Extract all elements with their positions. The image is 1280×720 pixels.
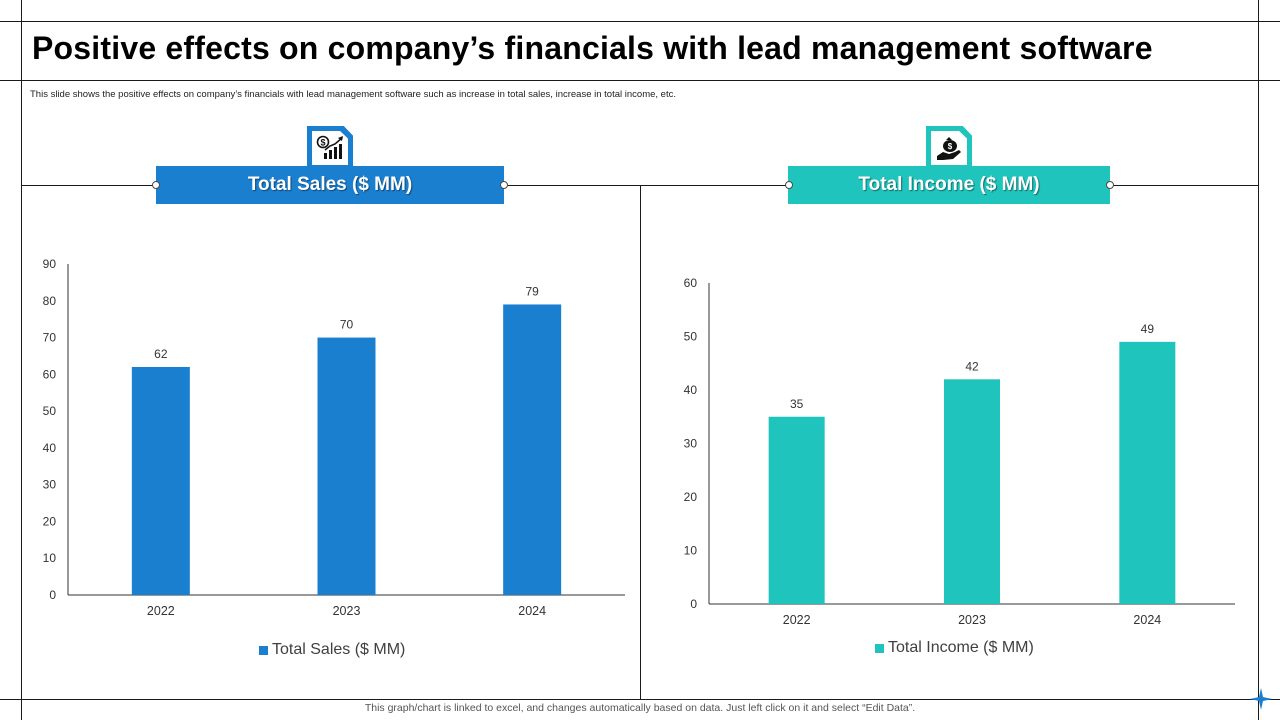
income-heading-banner: Total Income ($ MM): [788, 166, 1110, 204]
income-banner-left-dot: [785, 181, 793, 189]
sales-y-tick-label: 20: [43, 514, 57, 528]
income-x-tick-label: 2024: [1133, 613, 1161, 627]
income-y-tick-label: 40: [684, 383, 698, 397]
sales-bar-chart: 0 10 20 30 40 50 60 70 80 90 62 2022 70 2023 79 2024: [43, 257, 625, 618]
page-title: Positive effects on company’s financials…: [32, 30, 1153, 66]
income-banner-right-dot: [1106, 181, 1114, 189]
income-y-tick-label: 60: [684, 276, 698, 290]
sales-data-label: 79: [525, 284, 539, 298]
sales-data-label: 70: [340, 318, 354, 332]
income-y-tick-label: 50: [684, 330, 698, 344]
sales-y-tick-label: 0: [49, 588, 56, 602]
sales-heading-text: Total Sales ($ MM): [247, 174, 413, 195]
sales-bar-2024: [503, 304, 562, 595]
panel-divider-vertical: [640, 185, 641, 700]
sales-legend-label: Total Sales ($ MM): [272, 641, 406, 658]
income-heading-text: Total Income ($ MM): [858, 174, 1040, 195]
sales-banner-right-dot: [500, 181, 508, 189]
income-x-tick-label: 2023: [958, 613, 986, 627]
income-bar-chart: 0 10 20 30 40 50 60 35 2022 42 2023 49 2024: [684, 276, 1235, 627]
sales-banner-left-dot: [152, 181, 160, 189]
sales-y-tick-label: 50: [43, 404, 57, 418]
sales-x-tick-label: 2024: [518, 604, 546, 618]
frame-top-line: [0, 21, 1280, 22]
sales-y-tick-label: 90: [43, 257, 57, 271]
income-y-tick-label: 20: [684, 490, 698, 504]
income-y-tick-label: 30: [684, 437, 698, 451]
income-legend-swatch: [875, 643, 884, 653]
svg-text:$: $: [948, 142, 953, 151]
sales-x-tick-label: 2023: [333, 604, 361, 618]
dollar-chart-icon: $: [316, 135, 343, 159]
frame-left-line: [21, 0, 22, 720]
income-data-label: 35: [790, 397, 804, 411]
sales-bar-2022: [131, 366, 190, 595]
footer-note: This graph/chart is linked to excel, and…: [364, 702, 916, 714]
income-data-label: 49: [1141, 322, 1155, 336]
money-bag-hand-icon: $: [937, 137, 961, 160]
income-data-label: 42: [965, 359, 979, 373]
page-subtitle: This slide shows the positive effects on…: [30, 89, 676, 100]
sales-legend-swatch: [259, 645, 268, 655]
sales-heading-banner: Total Sales ($ MM): [156, 166, 504, 204]
income-legend-label: Total Income ($ MM): [888, 639, 1034, 656]
svg-text:$: $: [320, 138, 325, 148]
sales-y-tick-label: 80: [43, 294, 57, 308]
frame-title-underline: [0, 80, 1280, 81]
income-x-tick-label: 2022: [783, 613, 811, 627]
sales-bar-2023: [317, 337, 376, 595]
income-icon-badge: $: [926, 126, 972, 170]
income-legend: Total Income ($ MM): [875, 639, 1034, 657]
income-y-tick-label: 10: [684, 544, 698, 558]
sales-y-tick-label: 40: [43, 441, 57, 455]
income-y-tick-label: 0: [690, 597, 697, 611]
sales-x-tick-label: 2022: [147, 604, 175, 618]
sparkle-star-icon: [1250, 688, 1272, 710]
sales-icon-badge: $: [307, 126, 353, 170]
frame-right-line: [1258, 0, 1259, 720]
income-bar-2024: [1119, 341, 1176, 604]
sales-y-tick-label: 30: [43, 478, 57, 492]
sales-data-label: 62: [154, 347, 168, 361]
sales-y-tick-label: 60: [43, 367, 57, 381]
sales-y-tick-label: 10: [43, 551, 57, 565]
income-bar-2023: [944, 379, 1000, 604]
sales-legend: Total Sales ($ MM): [259, 641, 405, 659]
sales-y-tick-label: 70: [43, 331, 57, 345]
income-bar-2022: [768, 416, 825, 604]
